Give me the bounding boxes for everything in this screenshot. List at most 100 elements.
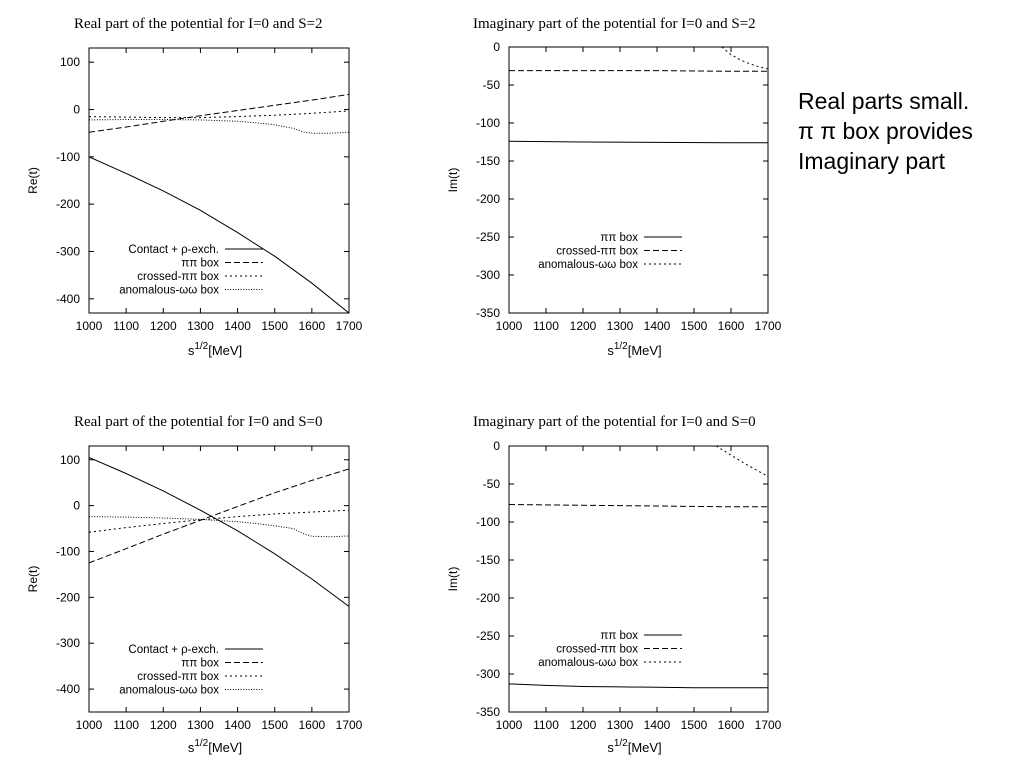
legend-label: Contact + ρ-exch. [128,244,219,256]
y-tick-label: -50 [483,78,501,92]
legend-label: ππ box [600,630,638,642]
plot-frame [508,46,769,314]
y-tick-label: -350 [476,705,500,719]
x-tick-label: 1700 [755,319,782,333]
x-tick-label: 1300 [187,718,214,732]
x-axis-label: s1/2[MeV] [607,341,661,358]
series-line-1 [89,156,349,313]
chart-title: Real part of the potential for I=0 and S… [74,414,323,430]
series-line-1 [509,683,768,689]
series-line-4 [89,516,349,538]
y-tick-label: 100 [60,453,80,467]
x-tick-label: 1000 [76,319,103,333]
x-tick-label: 1000 [496,319,523,333]
x-axis-label: s1/2[MeV] [188,341,242,358]
y-axis-label: Im(t) [446,168,460,193]
legend-label: anomalous-ωω box [119,685,219,697]
plot-frame [88,445,350,713]
x-axis-label: s1/2[MeV] [188,738,242,755]
x-tick-label: 1100 [113,718,139,732]
x-tick-label: 1000 [496,718,523,732]
legend-label: anomalous-ωω box [119,285,219,297]
x-tick-label: 1500 [681,319,708,333]
y-tick-label: 100 [60,55,80,69]
legend-label: anomalous-ωω box [538,259,638,271]
series-line-2 [89,468,349,564]
x-tick-label: 1700 [336,319,363,333]
x-tick-label: 1200 [570,718,597,732]
legend-label: crossed-ππ box [137,271,219,283]
y-tick-label: -300 [56,244,80,258]
x-tick-label: 1600 [299,718,326,732]
y-tick-label: -200 [476,591,500,605]
x-tick-label: 1100 [533,319,559,333]
note-line: Real parts small. [798,88,970,114]
y-tick-label: -200 [476,192,500,206]
y-axis-label: Re(t) [26,167,40,194]
x-tick-label: 1600 [299,319,326,333]
y-tick-label: 0 [493,40,500,54]
y-tick-label: 0 [493,439,500,453]
y-tick-label: -400 [56,292,80,306]
series-line-3 [715,446,768,477]
series-line-2 [509,504,768,508]
x-tick-label: 1300 [187,319,214,333]
note-line: π π box provides [798,118,973,144]
y-axis-label: Im(t) [446,567,460,592]
y-tick-label: -100 [56,150,80,164]
x-tick-label: 1700 [336,718,363,732]
x-tick-label: 1500 [261,718,288,732]
chart-title: Imaginary part of the potential for I=0 … [473,16,756,32]
series-line-1 [509,140,768,144]
x-tick-label: 1300 [607,319,634,333]
x-tick-label: 1200 [570,319,597,333]
y-tick-label: -300 [476,667,500,681]
annotation-note: Real parts small. π π box provides Imagi… [798,86,973,176]
y-tick-label: -300 [56,636,80,650]
y-tick-label: -200 [56,590,80,604]
x-axis-label: s1/2[MeV] [607,738,661,755]
legend-label: ππ box [600,232,638,244]
series-line-3 [89,509,349,533]
x-tick-label: 1500 [261,319,288,333]
series-line-2 [509,70,768,72]
x-tick-label: 1000 [76,718,103,732]
legend-label: crossed-ππ box [556,644,638,656]
x-tick-label: 1200 [150,718,177,732]
x-tick-label: 1400 [224,718,251,732]
y-tick-label: -100 [56,544,80,558]
x-tick-label: 1200 [150,319,177,333]
x-tick-label: 1500 [681,718,708,732]
plot-frame [88,47,350,314]
y-axis-label: Re(t) [26,566,40,593]
legend-label: Contact + ρ-exch. [128,644,219,656]
x-tick-label: 1600 [718,319,745,333]
x-tick-label: 1100 [533,718,559,732]
y-tick-label: 0 [73,103,80,117]
x-tick-label: 1700 [755,718,782,732]
x-tick-label: 1100 [113,319,139,333]
series-line-2 [89,93,349,133]
y-tick-label: -150 [476,154,500,168]
x-tick-label: 1300 [607,718,634,732]
legend-label: crossed-ππ box [137,671,219,683]
chart-title: Real part of the potential for I=0 and S… [74,16,323,32]
y-tick-label: -200 [56,197,80,211]
y-tick-label: -150 [476,553,500,567]
y-tick-label: -100 [476,116,500,130]
y-tick-label: -300 [476,268,500,282]
x-tick-label: 1400 [224,319,251,333]
series-line-4 [89,119,349,134]
legend-label: ππ box [181,258,219,270]
x-tick-label: 1400 [644,718,671,732]
y-tick-label: -250 [476,230,500,244]
note-line: Imaginary part [798,148,946,174]
chart-title: Imaginary part of the potential for I=0 … [473,414,756,430]
x-tick-label: 1600 [718,718,745,732]
y-tick-label: 0 [73,499,80,513]
series-line-3 [89,110,349,119]
